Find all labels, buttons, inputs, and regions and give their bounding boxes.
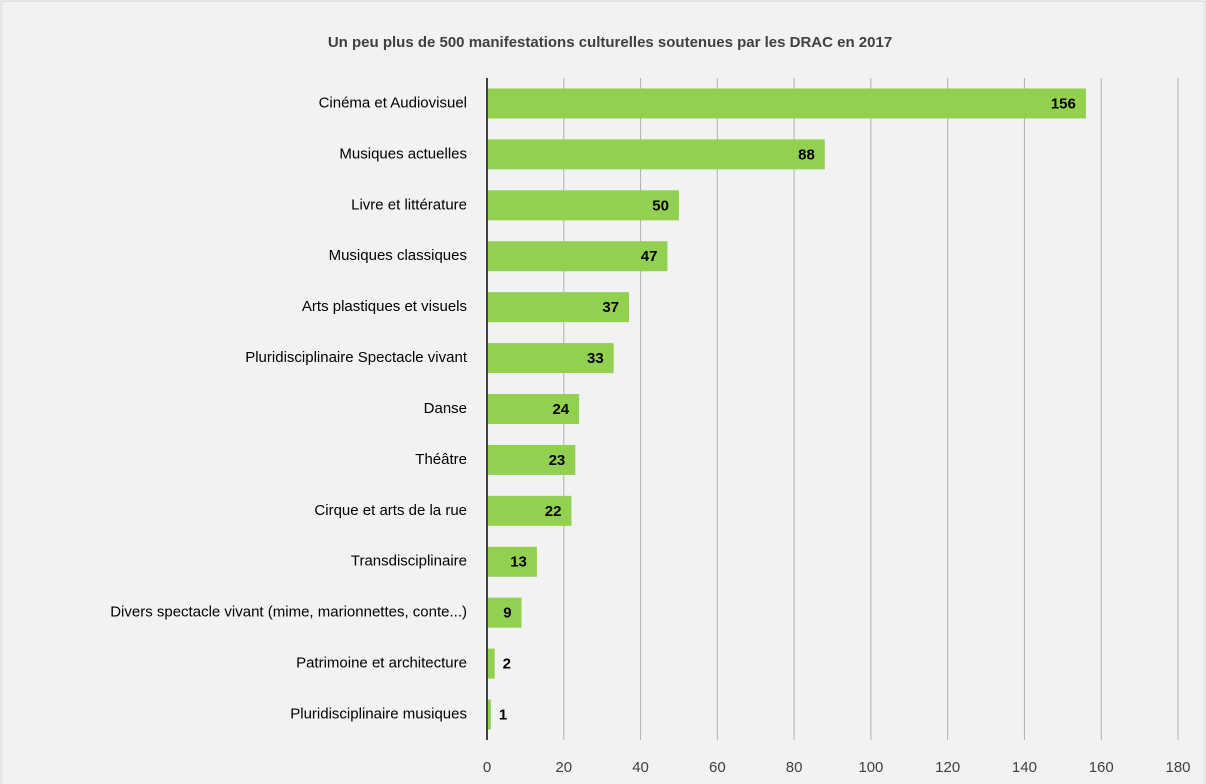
- x-tick-label: 0: [483, 759, 491, 776]
- y-tick-label: Danse: [424, 400, 467, 417]
- x-tick-label: 100: [858, 759, 883, 776]
- value-label: 13: [510, 554, 527, 571]
- bar: [487, 139, 825, 170]
- y-tick-label: Cirque et arts de la rue: [314, 502, 467, 519]
- value-label: 47: [641, 248, 658, 265]
- bar: [487, 88, 1086, 119]
- x-tick-label: 180: [1165, 759, 1190, 776]
- x-tick-label: 40: [632, 759, 649, 776]
- y-tick-label: Musiques actuelles: [339, 145, 467, 162]
- value-label: 24: [552, 401, 569, 418]
- bar: [487, 597, 522, 628]
- y-tick-label: Pluridisciplinaire Spectacle vivant: [245, 349, 468, 366]
- value-label: 88: [798, 146, 815, 163]
- bar: [487, 444, 576, 475]
- bar: [487, 495, 572, 526]
- bar: [487, 190, 679, 221]
- y-tick-label: Divers spectacle vivant (mime, marionnet…: [110, 604, 467, 621]
- value-label: 22: [545, 503, 562, 520]
- value-label: 23: [549, 452, 566, 469]
- bar: [487, 546, 537, 577]
- x-tick-label: 80: [786, 759, 803, 776]
- y-tick-label: Transdisciplinaire: [351, 553, 467, 570]
- bar: [487, 241, 668, 272]
- value-label: 9: [503, 605, 511, 622]
- bar: [487, 394, 580, 424]
- x-tick-label: 120: [935, 759, 960, 776]
- y-tick-label: Arts plastiques et visuels: [302, 298, 467, 315]
- x-tick-label: 60: [709, 759, 726, 776]
- y-tick-label: Patrimoine et architecture: [296, 655, 467, 672]
- value-label: 50: [652, 197, 669, 214]
- y-tick-label: Musiques classiques: [329, 247, 467, 264]
- bar: [487, 292, 630, 323]
- value-label: 156: [1051, 95, 1076, 112]
- x-tick-label: 140: [1012, 759, 1037, 776]
- bar: [487, 648, 495, 679]
- y-tick-label: Théâtre: [415, 451, 467, 468]
- bar: [487, 699, 491, 730]
- value-label: 1: [499, 707, 507, 724]
- x-tick-label: 160: [1089, 759, 1114, 776]
- value-label: 33: [587, 350, 604, 367]
- y-tick-label: Cinéma et Audiovisuel: [319, 94, 467, 111]
- x-tick-label: 20: [555, 759, 572, 776]
- chart-title: Un peu plus de 500 manifestations cultur…: [328, 34, 892, 51]
- y-tick-label: Livre et littérature: [351, 196, 467, 213]
- bar: [487, 343, 614, 374]
- value-label: 2: [503, 656, 511, 673]
- value-label: 37: [602, 299, 619, 316]
- y-tick-label: Pluridisciplinaire musiques: [290, 706, 467, 723]
